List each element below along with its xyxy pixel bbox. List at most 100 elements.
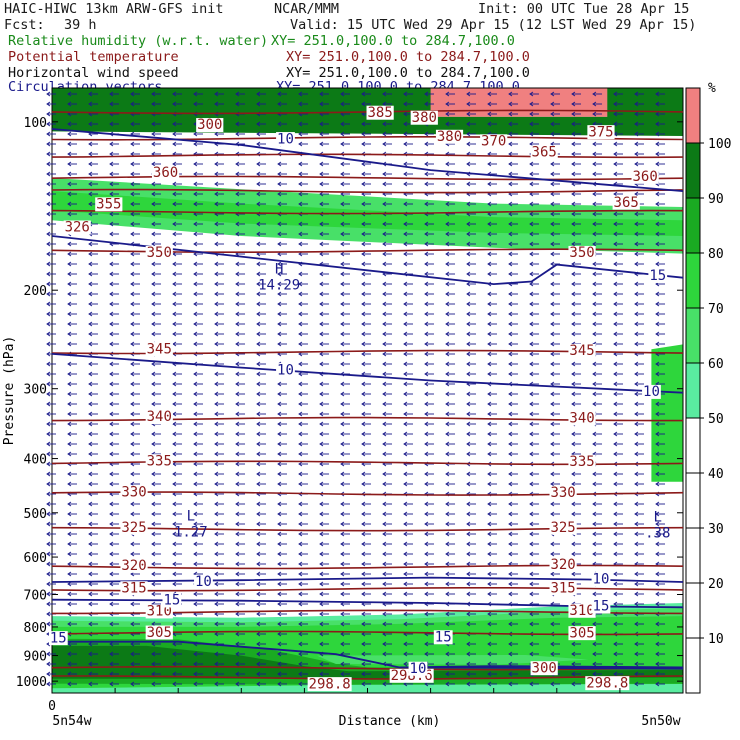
vector-head: [592, 651, 597, 657]
vector-head: [277, 651, 282, 657]
vector-head: [130, 221, 135, 227]
vector-head: [592, 101, 597, 107]
vector-head: [634, 511, 639, 517]
vector-head: [193, 271, 198, 277]
wind-label-9: 15: [435, 629, 452, 645]
wind-label-4: 10: [195, 574, 212, 590]
vector-head: [298, 371, 303, 377]
vector-head: [277, 321, 282, 327]
vector-head: [466, 181, 471, 187]
vector-head: [592, 551, 597, 557]
vector-head: [130, 211, 135, 217]
vector-head: [172, 471, 177, 477]
vector-head: [67, 251, 72, 257]
vector-head: [340, 181, 345, 187]
vector-head: [571, 101, 576, 107]
vector-head: [592, 201, 597, 207]
vector-head: [340, 201, 345, 207]
vector-head: [235, 261, 240, 267]
vector-head: [88, 581, 93, 587]
vector-head: [214, 371, 219, 377]
theta-label-8-bg: [151, 165, 180, 180]
vector-head: [256, 241, 261, 247]
vector-head: [298, 311, 303, 317]
vector-head: [508, 211, 513, 217]
vector-head: [151, 371, 156, 377]
vector-head: [508, 101, 513, 107]
vector-head: [298, 611, 303, 617]
vector-head: [403, 121, 408, 127]
vector-head: [361, 311, 366, 317]
vector-head: [319, 471, 324, 477]
valid-time: Valid: 15 UTC Wed 29 Apr 15 (12 LST Wed …: [290, 17, 697, 33]
theta-label-32: 300: [532, 660, 557, 676]
vector-head: [361, 561, 366, 567]
vector-head: [151, 431, 156, 437]
vector-head: [403, 521, 408, 527]
vector-head: [109, 391, 114, 397]
vector-head: [67, 561, 72, 567]
vector-head: [487, 101, 492, 107]
vector-head: [424, 381, 429, 387]
wind-label-5-bg: [591, 572, 611, 587]
vector-head: [508, 361, 513, 367]
vector-head: [298, 141, 303, 147]
vector-head: [613, 541, 618, 547]
vector-head: [634, 361, 639, 367]
vector-head: [256, 521, 261, 527]
vector-head: [403, 561, 408, 567]
vector-head: [634, 601, 639, 607]
vector-head: [382, 521, 387, 527]
vector-head: [403, 451, 408, 457]
vector-head: [613, 441, 618, 447]
vector-head: [508, 581, 513, 587]
vector-head: [403, 301, 408, 307]
vector-head: [67, 481, 72, 487]
vector-head: [445, 571, 450, 577]
colorbar-band-90: [686, 143, 700, 198]
vector-head: [361, 341, 366, 347]
colorbar-frame: [685, 87, 701, 694]
vector-head: [235, 231, 240, 237]
vector-head: [382, 331, 387, 337]
wind-contour-10-0: [51, 128, 684, 192]
vector-head: [445, 201, 450, 207]
theta-label-27-bg: [549, 581, 577, 596]
vector-head: [319, 551, 324, 557]
vector-head: [529, 301, 534, 307]
vector-head: [46, 121, 51, 127]
vector-head: [508, 271, 513, 277]
vector-head: [529, 651, 534, 657]
vector-head: [277, 551, 282, 557]
field-xy-wind: XY= 251.0,100.0 to 284.7,100.0: [286, 65, 530, 81]
vector-head: [655, 131, 660, 137]
colorbar-band-80: [686, 198, 700, 253]
vector-head: [487, 581, 492, 587]
vector-head: [88, 181, 93, 187]
vector-head: [214, 591, 219, 597]
vector-head: [277, 261, 282, 267]
vector-head: [466, 231, 471, 237]
vector-head: [445, 231, 450, 237]
vector-head: [487, 591, 492, 597]
vector-head: [550, 541, 555, 547]
vector-head: [235, 671, 240, 677]
vector-head: [445, 581, 450, 587]
vector-head: [382, 131, 387, 137]
vector-head: [466, 291, 471, 297]
vector-head: [256, 291, 261, 297]
vector-head: [550, 361, 555, 367]
vector-head: [256, 641, 261, 647]
vector-head: [550, 221, 555, 227]
vector-head: [550, 191, 555, 197]
vector-head: [235, 551, 240, 557]
vector-head: [634, 621, 639, 627]
vector-head: [445, 101, 450, 107]
vector-head: [319, 621, 324, 627]
vector-head: [46, 131, 51, 137]
theta-contour-320: [51, 564, 684, 570]
vector-head: [403, 471, 408, 477]
vector-head: [487, 291, 492, 297]
vector-head: [67, 321, 72, 327]
vector-head: [382, 571, 387, 577]
